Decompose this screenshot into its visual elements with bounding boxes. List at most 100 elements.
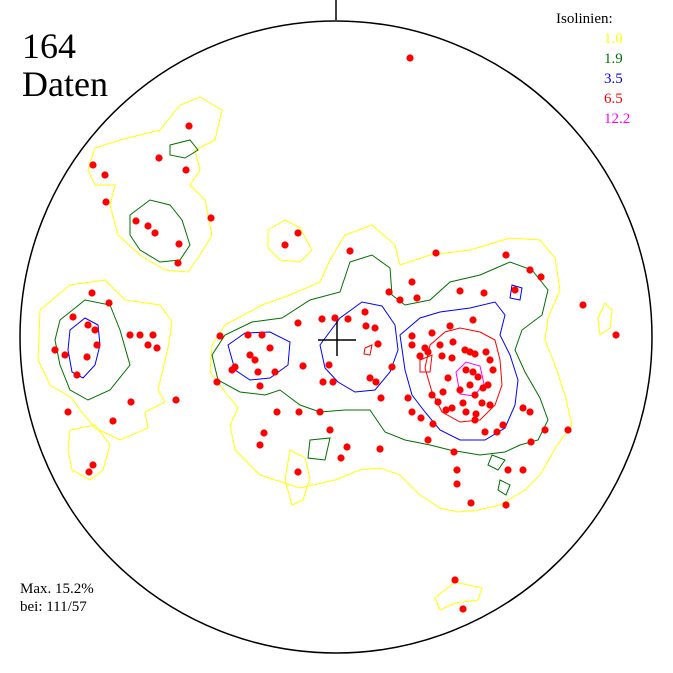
data-point: [469, 368, 477, 376]
data-point: [149, 331, 157, 339]
data-point: [424, 348, 432, 356]
data-point: [478, 399, 486, 407]
data-point: [466, 381, 474, 389]
data-point: [318, 315, 326, 323]
data-point: [408, 341, 416, 349]
data-point: [361, 308, 369, 316]
data-point: [469, 316, 477, 324]
data-point: [450, 448, 458, 456]
data-point: [343, 443, 351, 451]
data-point: [486, 356, 494, 364]
data-point: [396, 296, 404, 304]
data-point: [439, 388, 447, 396]
data-point: [502, 251, 510, 259]
data-point: [436, 341, 444, 349]
contour-level-3: [67, 284, 523, 441]
data-point: [472, 410, 480, 418]
data-point: [429, 420, 437, 428]
data-point: [408, 408, 416, 416]
data-point: [256, 382, 264, 390]
data-point: [344, 315, 352, 323]
data-point: [471, 391, 479, 399]
data-point: [89, 461, 97, 469]
data-point: [294, 319, 302, 327]
data-point: [174, 259, 182, 267]
data-point: [482, 348, 490, 356]
data-count-label: Daten: [22, 64, 108, 104]
data-point: [511, 286, 519, 294]
data-point: [73, 371, 81, 379]
data-point: [294, 468, 302, 476]
data-point: [153, 344, 161, 352]
data-point: [504, 466, 512, 474]
contour-level-5: [455, 361, 485, 397]
data-point: [228, 366, 236, 374]
data-point: [109, 417, 117, 425]
legend-level-5: 12.2: [604, 111, 631, 127]
data-point: [85, 468, 93, 476]
data-point: [144, 222, 152, 230]
data-point: [271, 368, 279, 376]
data-point: [316, 408, 324, 416]
data-point: [416, 352, 424, 360]
center-cross: [318, 320, 356, 356]
data-point: [136, 331, 144, 339]
data-point: [273, 408, 281, 416]
data-point: [325, 361, 333, 369]
contour-level-4: [363, 327, 503, 423]
legend-level-3: 3.5: [604, 71, 623, 87]
data-point: [456, 386, 464, 394]
data-point: [319, 378, 327, 386]
data-count: 164: [22, 26, 76, 66]
data-point: [185, 122, 193, 130]
data-point: [244, 331, 252, 339]
data-point: [467, 499, 475, 507]
data-point: [151, 229, 159, 237]
data-point: [579, 301, 587, 309]
data-point: [366, 374, 374, 382]
data-point: [254, 368, 262, 376]
data-point: [413, 294, 421, 302]
data-point: [459, 399, 467, 407]
data-point: [155, 154, 163, 162]
data-point: [377, 394, 385, 402]
data-point: [385, 288, 393, 296]
data-point: [376, 445, 384, 453]
data-point: [388, 363, 396, 371]
data-point: [362, 322, 370, 330]
max-value-text: Max. 15.2%: [20, 581, 94, 597]
primitive-circle: [19, 20, 653, 654]
data-point: [453, 466, 461, 474]
data-point: [417, 414, 425, 422]
data-point: [428, 329, 436, 337]
data-point: [213, 378, 221, 386]
data-point: [295, 408, 303, 416]
legend-title: Isolinien:: [556, 11, 613, 27]
data-point: [448, 354, 456, 362]
data-point: [329, 378, 337, 386]
data-point: [331, 314, 339, 322]
data-point: [526, 408, 534, 416]
data-point: [258, 331, 266, 339]
data-point: [256, 441, 264, 449]
data-point: [126, 331, 134, 339]
data-point: [175, 240, 183, 248]
data-point: [519, 404, 527, 412]
data-point: [459, 605, 467, 613]
data-point: [326, 426, 334, 434]
data-point: [451, 576, 459, 584]
data-point: [144, 341, 152, 349]
data-point: [372, 378, 380, 386]
data-point: [371, 324, 379, 332]
data-point: [438, 352, 446, 360]
legend-level-4: 6.5: [604, 91, 623, 107]
data-point: [260, 429, 268, 437]
data-point: [486, 401, 494, 409]
data-point: [216, 332, 224, 340]
data-point: [91, 326, 99, 334]
data-point: [102, 198, 110, 206]
data-point: [337, 454, 345, 462]
data-point: [428, 391, 436, 399]
data-point: [64, 408, 72, 416]
